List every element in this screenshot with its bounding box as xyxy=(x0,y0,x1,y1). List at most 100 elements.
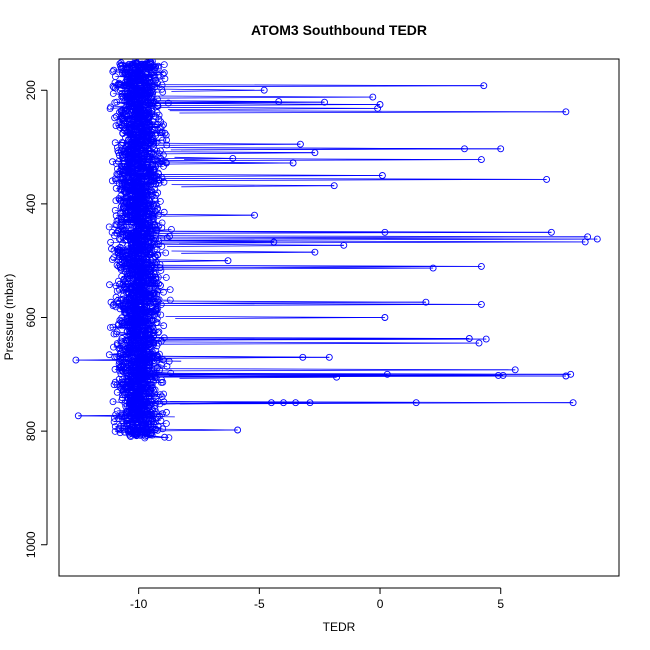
data-point xyxy=(123,374,131,382)
data-point xyxy=(461,145,468,153)
data-point xyxy=(267,399,275,407)
data-point xyxy=(72,356,80,364)
data-point xyxy=(422,298,430,306)
outlier-line xyxy=(181,185,335,188)
x-tick-label: 5 xyxy=(497,597,504,611)
data-point xyxy=(122,252,130,260)
outlier-line xyxy=(159,152,315,155)
outlier-line xyxy=(151,338,487,341)
data-point xyxy=(122,193,130,200)
data-point xyxy=(155,223,162,230)
outlier-line xyxy=(168,108,378,110)
outlier-line xyxy=(160,238,598,241)
data-point xyxy=(289,159,297,167)
data-point xyxy=(158,219,166,227)
data-point xyxy=(162,249,170,257)
data-point xyxy=(141,434,149,442)
outlier-line xyxy=(154,104,381,106)
data-point xyxy=(115,227,123,235)
data-point xyxy=(152,180,160,188)
data-point xyxy=(162,420,170,427)
data-point xyxy=(128,220,135,228)
data-point xyxy=(275,98,283,106)
data-point xyxy=(475,339,483,347)
data-point xyxy=(118,295,125,303)
data-point xyxy=(116,429,124,437)
data-point xyxy=(151,197,159,205)
data-point xyxy=(141,304,149,312)
data-point xyxy=(109,398,117,406)
data-point xyxy=(153,342,161,350)
data-point xyxy=(112,282,120,290)
data-point xyxy=(112,122,120,130)
data-point xyxy=(156,197,164,205)
data-point xyxy=(129,289,137,297)
x-tick-label: -5 xyxy=(254,597,265,611)
data-point xyxy=(429,264,437,272)
data-point xyxy=(141,146,149,154)
data-point xyxy=(150,328,157,336)
data-point xyxy=(112,212,120,220)
plot-frame xyxy=(58,58,620,577)
data-point xyxy=(145,346,153,354)
data-point xyxy=(412,399,420,407)
data-point xyxy=(110,381,118,389)
data-point xyxy=(369,93,377,101)
data-point xyxy=(146,64,154,72)
chart-title: ATOM3 Southbound TEDR xyxy=(251,22,427,38)
y-axis: 200 400 600 800 1000 xyxy=(24,80,48,558)
data-point xyxy=(162,131,170,139)
data-point xyxy=(158,393,166,401)
data-point xyxy=(547,228,555,236)
outlier-line xyxy=(137,375,566,378)
outlier-line xyxy=(152,241,274,244)
data-point xyxy=(494,371,502,379)
data-point xyxy=(108,228,116,236)
data-point xyxy=(161,129,169,137)
data-point xyxy=(162,274,170,281)
data-point xyxy=(143,399,151,407)
data-point xyxy=(159,70,167,78)
data-point xyxy=(146,120,154,128)
data-point xyxy=(115,149,122,157)
data-point xyxy=(109,323,117,331)
data-point xyxy=(311,149,319,157)
data-point xyxy=(110,330,118,338)
data-point xyxy=(160,61,168,68)
data-point xyxy=(125,77,133,85)
data-point xyxy=(106,281,113,289)
y-tick-label: 1000 xyxy=(24,531,38,558)
data-point xyxy=(153,251,161,259)
data-point xyxy=(146,100,153,108)
data-point xyxy=(140,154,148,162)
data-point xyxy=(497,145,505,153)
data-point xyxy=(106,105,114,112)
outlier-line xyxy=(171,89,265,92)
data-point xyxy=(151,405,159,413)
data-point xyxy=(137,142,145,149)
data-point xyxy=(117,221,124,229)
outlier-line xyxy=(156,178,547,182)
data-point xyxy=(340,241,348,249)
outlier-line xyxy=(161,88,265,91)
data-point xyxy=(160,178,168,186)
data-point xyxy=(151,65,158,72)
data-point xyxy=(114,297,121,305)
data-point xyxy=(165,434,173,442)
data-point xyxy=(159,425,167,433)
y-axis-label: Pressure (mbar) xyxy=(2,274,16,361)
outlier-line xyxy=(181,251,315,254)
data-point xyxy=(280,399,287,407)
data-point xyxy=(110,418,118,426)
outlier-line xyxy=(140,96,373,99)
data-point xyxy=(154,273,162,281)
outlier-line xyxy=(78,415,175,418)
data-point xyxy=(129,219,137,227)
data-point xyxy=(113,217,121,225)
data-point xyxy=(125,268,133,276)
data-point xyxy=(108,177,116,185)
data-point xyxy=(111,206,119,214)
data-point xyxy=(161,433,169,441)
data-point xyxy=(111,99,119,106)
data-point xyxy=(154,329,162,337)
